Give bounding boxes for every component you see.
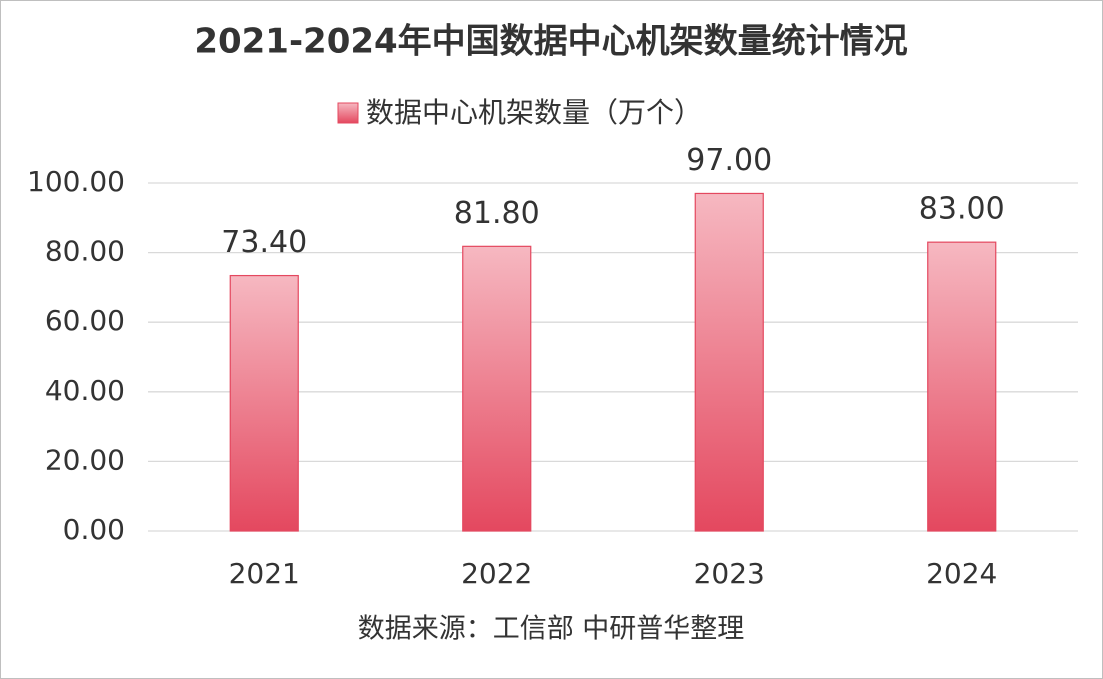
x-tick-label: 2021	[229, 557, 300, 590]
data-label: 83.00	[919, 192, 1005, 227]
data-label: 97.00	[686, 143, 772, 178]
x-tick-label: 2024	[926, 557, 997, 590]
y-tick-label: 20.00	[45, 443, 125, 476]
bar	[462, 245, 532, 532]
y-tick-label: 100.00	[27, 165, 125, 198]
data-label: 81.80	[454, 196, 540, 231]
chart-title: 2021-2024年中国数据中心机架数量统计情况	[194, 22, 907, 62]
y-tick-label: 60.00	[45, 304, 125, 337]
y-tick-label: 0.00	[63, 513, 125, 546]
data-label: 73.40	[221, 225, 307, 260]
bar	[927, 241, 997, 532]
bar	[694, 192, 764, 532]
legend-swatch	[337, 102, 359, 124]
y-tick-label: 80.00	[45, 235, 125, 268]
x-tick-label: 2022	[461, 557, 532, 590]
x-tick-label: 2023	[694, 557, 765, 590]
bar	[229, 274, 299, 532]
source-note: 数据来源：工信部 中研普华整理	[358, 614, 745, 645]
legend-label: 数据中心机架数量（万个）	[366, 96, 702, 129]
y-tick-label: 40.00	[45, 374, 125, 407]
